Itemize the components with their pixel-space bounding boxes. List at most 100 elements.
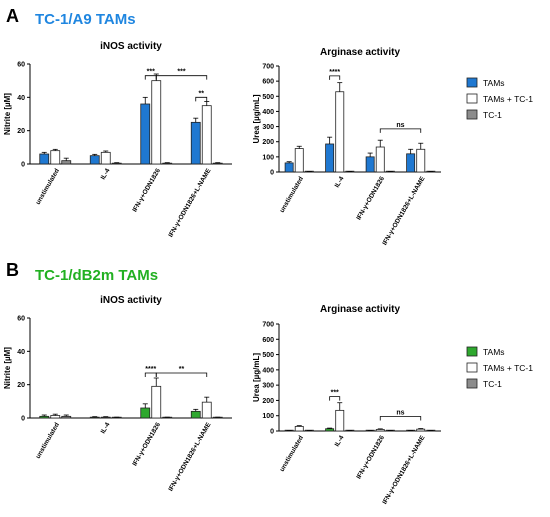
y-tick-label: 20 (17, 382, 25, 389)
y-tick-label: 20 (17, 128, 25, 135)
legend-swatch (466, 378, 478, 389)
y-axis-label: Nitrite [µM] (3, 93, 12, 135)
bar-tc-1 (61, 415, 72, 419)
bar-tams (284, 162, 294, 173)
x-tick-label: IL-4 (334, 434, 346, 448)
bar-tams-tc-1 (201, 105, 212, 165)
panel-a-letter: A (6, 6, 19, 26)
y-axis-label: Nitrite [µM] (3, 347, 12, 389)
legend-label: TC-1 (483, 379, 502, 389)
chart-arginase-a: Arginase activity Urea [µg/mL] 0 100 200 300 4… (252, 47, 441, 247)
chart-title: Arginase activity (320, 47, 400, 58)
significance-bracket (195, 96, 208, 102)
y-tick-label: 500 (262, 352, 274, 359)
bar-tams-tc-1 (416, 148, 426, 173)
significance-bracket (329, 75, 341, 80)
legend-b: TAMs TAMs + TC-1 TC-1 (466, 346, 533, 389)
y-tick-label: 400 (262, 109, 274, 116)
y-tick-label: 200 (262, 398, 274, 405)
bar-tams (39, 153, 50, 165)
y-tick-label: 200 (262, 139, 274, 146)
bar-tams-tc-1 (50, 415, 61, 419)
bar-tc-1 (111, 162, 122, 165)
y-tick-label: 300 (262, 383, 274, 390)
chart-title: iNOS activity (100, 41, 162, 52)
x-tick-label: unstimulated (279, 175, 305, 214)
x-tick-label: IFN-γ+ODN1826+L-NAME (167, 421, 212, 493)
y-tick-label: 400 (262, 367, 274, 374)
bar-tams-tc-1 (335, 409, 345, 432)
bar-tams (406, 153, 416, 173)
legend-swatch (466, 362, 478, 373)
legend-label: TAMs (483, 347, 505, 357)
y-axis-label: Urea [µg/mL] (252, 353, 261, 402)
x-tick-label: unstimulated (35, 421, 61, 460)
panel-b-title: TC-1/dB2m TAMs (35, 267, 158, 284)
panel-a-title: TC-1/A9 TAMs (35, 11, 136, 28)
bar-tams-tc-1 (50, 150, 61, 165)
bar-tams-tc-1 (201, 401, 212, 419)
bar-tams-tc-1 (416, 428, 426, 432)
significance-label: *** (147, 69, 155, 76)
y-tick-label: 100 (262, 413, 274, 420)
chart-title: Arginase activity (320, 304, 400, 315)
significance-label: ** (199, 90, 205, 97)
x-tick-label: IL-4 (334, 175, 346, 189)
bar-tams (140, 103, 151, 165)
panel-b-letter: B (6, 260, 19, 280)
y-tick-label: 60 (17, 316, 25, 323)
significance-label: ns (396, 409, 404, 416)
y-tick-label: 60 (17, 62, 25, 69)
y-tick-label: 40 (17, 349, 25, 356)
y-tick-label: 300 (262, 124, 274, 131)
x-tick-label: IFN-γ+ODN1826+L-NAME (167, 167, 212, 239)
significance-bracket (144, 75, 157, 80)
legend-label: TAMs (483, 78, 505, 88)
bar-tams (325, 428, 335, 432)
bar-tams-tc-1 (335, 91, 345, 173)
significance-label: ** (179, 366, 185, 373)
y-tick-label: 40 (17, 95, 25, 102)
y-tick-label: 100 (262, 154, 274, 161)
legend-swatch (466, 346, 478, 357)
significance-label: **** (145, 366, 156, 373)
significance-label: **** (329, 69, 340, 76)
x-tick-label: IFN-γ+ODN1826+L-NAME (381, 175, 426, 247)
bar-tams (365, 156, 375, 173)
chart-inos-b: iNOS activity Nitrite [µM] 0 20 40 60 unstimul… (3, 295, 232, 493)
legend-label: TAMs + TC-1 (483, 363, 533, 373)
bar-tams-tc-1 (100, 416, 111, 419)
x-tick-label: IL-4 (100, 421, 112, 435)
bar-tams (89, 416, 100, 419)
y-tick-label: 0 (270, 170, 274, 177)
significance-bracket (144, 372, 157, 377)
y-tick-label: 0 (21, 162, 25, 169)
y-tick-label: 700 (262, 322, 274, 329)
bar-tams-tc-1 (375, 146, 385, 173)
significance-label: *** (331, 390, 339, 397)
legend-label: TAMs + TC-1 (483, 94, 533, 104)
significance-bracket (155, 372, 208, 377)
x-tick-label: unstimulated (279, 434, 305, 473)
bar-tams (89, 155, 100, 165)
bar-tams-tc-1 (294, 426, 304, 432)
chart-title: iNOS activity (100, 295, 162, 306)
significance-label: ns (396, 122, 404, 129)
legend-swatch (466, 109, 478, 120)
x-tick-label: unstimulated (35, 167, 61, 206)
bar-tams (190, 410, 201, 419)
y-tick-label: 700 (262, 64, 274, 71)
y-tick-label: 0 (270, 429, 274, 436)
bar-tc-1 (61, 160, 72, 165)
bar-tams-tc-1 (100, 151, 111, 165)
y-axis-label: Urea [µg/mL] (252, 94, 261, 143)
bar-tams-tc-1 (151, 80, 162, 165)
bar-tc-1 (212, 162, 223, 165)
x-tick-label: IFN-γ+ODN1826 (131, 421, 162, 467)
bar-tams-tc-1 (294, 148, 304, 173)
bar-tc-1 (162, 162, 173, 165)
significance-bracket (379, 416, 422, 421)
significance-label: *** (177, 69, 185, 76)
significance-bracket (379, 128, 422, 133)
